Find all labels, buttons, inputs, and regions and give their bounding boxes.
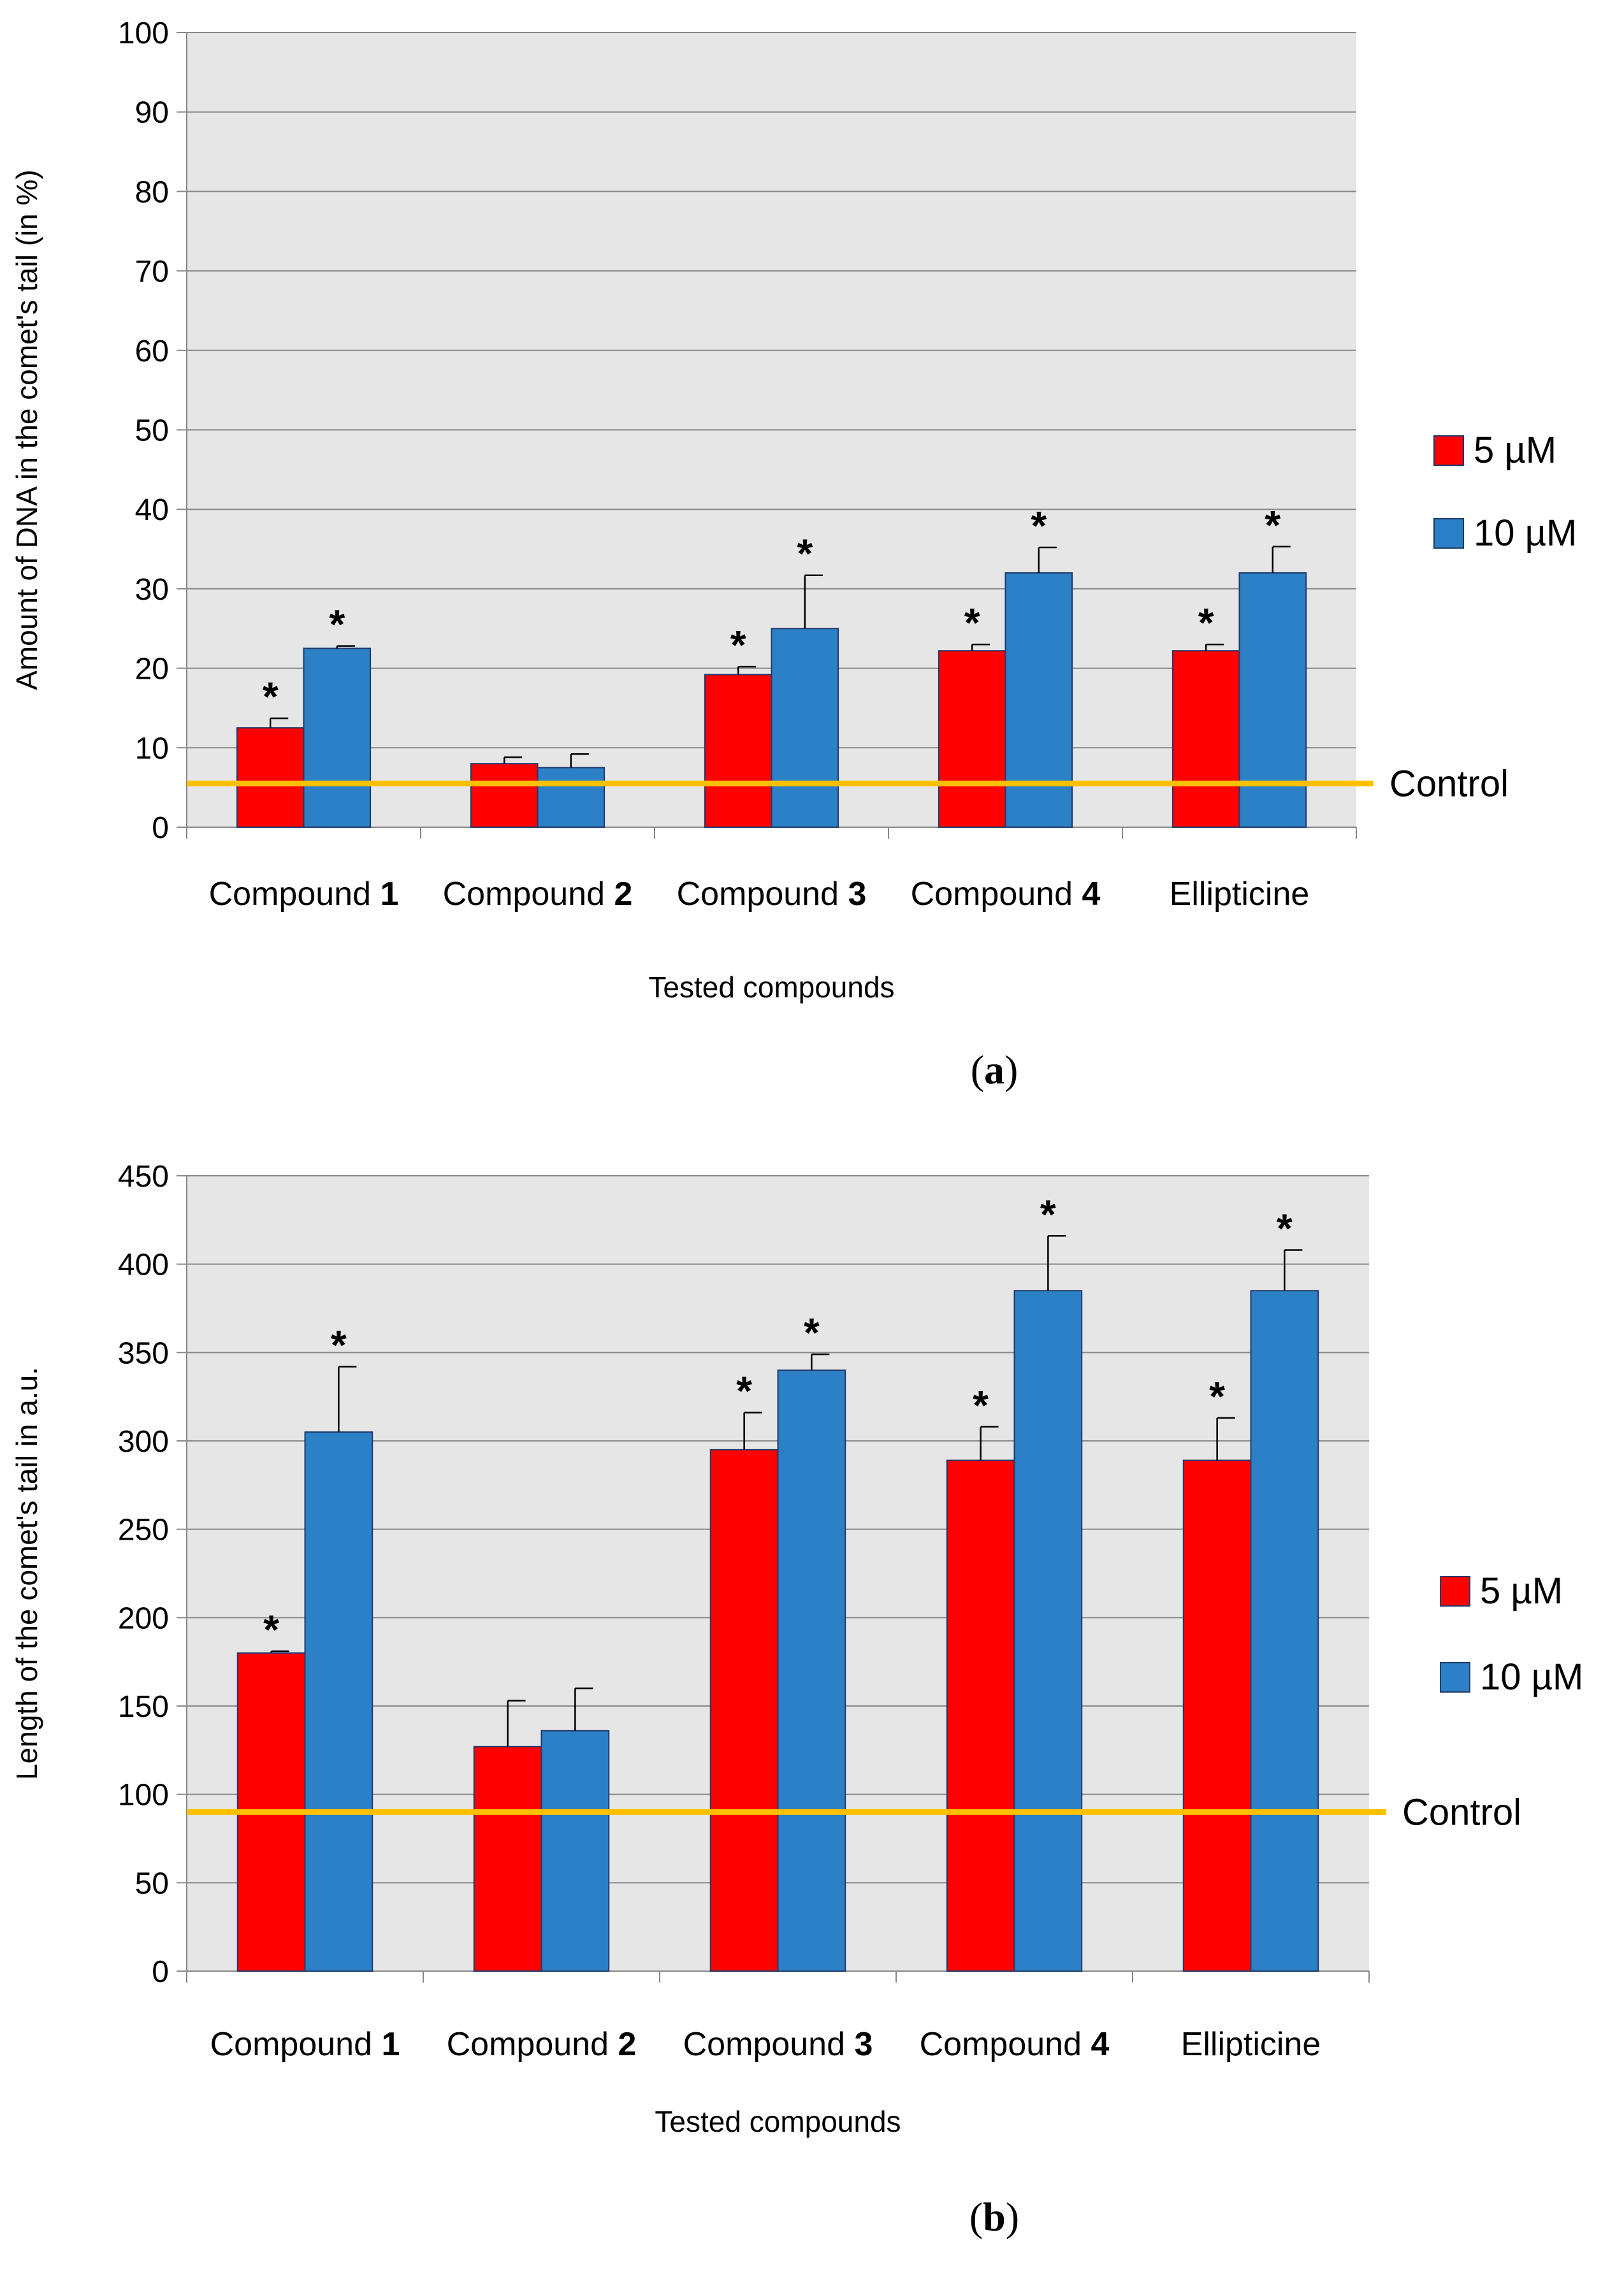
y-tick-label: 10 [135, 732, 169, 765]
legend-swatch [1433, 435, 1464, 466]
significance-star: * [329, 602, 345, 647]
bar [1004, 572, 1073, 828]
significance-star: * [331, 1322, 347, 1368]
y-axis-title: Amount of DNA in the comet's tail (in %) [10, 170, 43, 690]
y-axis-title: Length of the comet's tail in a.u. [10, 1367, 43, 1780]
x-axis-title: Tested compounds [655, 2105, 901, 2138]
bar [1238, 572, 1307, 828]
y-tick-label: 30 [135, 573, 169, 607]
bar [304, 1431, 373, 1972]
significance-star: * [797, 531, 813, 577]
significance-star: * [804, 1310, 820, 1355]
significance-star: * [736, 1368, 752, 1414]
bar [1250, 1290, 1319, 1972]
y-tick-label: 90 [135, 96, 169, 130]
significance-star: * [263, 674, 279, 719]
significance-star: * [973, 1382, 989, 1428]
bar [771, 628, 839, 828]
y-tick-label: 0 [152, 811, 169, 845]
y-tick-label: 50 [135, 414, 169, 448]
y-tick-label: 60 [135, 335, 169, 368]
significance-star: * [1040, 1191, 1056, 1237]
x-axis-title: Tested compounds [648, 971, 894, 1004]
significance-star: * [1198, 600, 1214, 646]
bar [946, 1459, 1015, 1972]
significance-star: * [964, 600, 980, 646]
legend-swatch [1433, 518, 1464, 549]
y-tick-label: 40 [135, 493, 169, 527]
y-tick-label: 350 [118, 1336, 169, 1370]
x-tick-label: Compound 1 [209, 876, 399, 913]
x-tick-label: Ellipticine [1181, 2026, 1321, 2063]
y-tick-label: 80 [135, 175, 169, 209]
y-tick-label: 20 [135, 653, 169, 686]
control-label: Control [1402, 1791, 1521, 1833]
bar [709, 1449, 779, 1972]
significance-star: * [1031, 503, 1047, 549]
panel-label: (b) [969, 2194, 1019, 2239]
y-tick-label: 50 [135, 1867, 169, 1900]
x-tick-label: Ellipticine [1170, 876, 1310, 913]
bar [704, 674, 772, 828]
x-tick-label: Compound 4 [920, 2026, 1110, 2063]
bar [540, 1730, 610, 1972]
y-tick-label: 0 [152, 1955, 169, 1989]
significance-star: * [1209, 1373, 1225, 1419]
significance-star: * [1277, 1205, 1293, 1251]
y-tick-label: 150 [118, 1690, 169, 1724]
bar [537, 767, 605, 828]
significance-star: * [263, 1607, 279, 1652]
control-label: Control [1389, 763, 1509, 804]
x-tick-label: Compound 1 [210, 2026, 400, 2063]
y-tick-label: 70 [135, 255, 169, 289]
bar [777, 1370, 846, 1972]
y-tick-label: 450 [118, 1160, 169, 1194]
y-tick-label: 100 [118, 17, 169, 50]
significance-star: * [730, 622, 746, 668]
y-tick-label: 100 [118, 1779, 169, 1812]
legend-label: 5 µM [1480, 1570, 1563, 1612]
y-tick-label: 250 [118, 1514, 169, 1547]
chart-panel-b: 0 50 100 150 200 250 300 350 400 450 Length of the… [10, 1160, 1583, 2239]
bar [236, 727, 305, 828]
chart-panel-a: 0 10 20 30 40 50 60 70 80 90 100 Amount of DNA in t… [10, 17, 1577, 1092]
significance-star: * [1265, 502, 1280, 548]
y-tick-label: 400 [118, 1248, 169, 1282]
y-tick-label: 200 [118, 1601, 169, 1635]
x-tick-label: Compound 2 [443, 876, 633, 913]
legend-swatch [1440, 1576, 1470, 1607]
bar [473, 1746, 542, 1972]
x-tick-label: Compound 2 [447, 2026, 637, 2063]
legend-label: 5 µM [1474, 430, 1556, 471]
x-tick-label: Compound 3 [677, 876, 867, 913]
legend-swatch [1440, 1662, 1470, 1693]
bar [938, 650, 1006, 828]
bar [1013, 1290, 1083, 1972]
bar [470, 763, 539, 828]
bar [1171, 650, 1240, 828]
legend-label: 10 µM [1480, 1656, 1583, 1698]
legend-label: 10 µM [1474, 512, 1577, 554]
bar [1182, 1459, 1252, 1972]
y-tick-label: 300 [118, 1425, 169, 1459]
bar [303, 647, 372, 828]
x-tick-label: Compound 3 [683, 2026, 873, 2063]
x-tick-label: Compound 4 [911, 876, 1101, 913]
panel-label: (a) [971, 1047, 1019, 1092]
